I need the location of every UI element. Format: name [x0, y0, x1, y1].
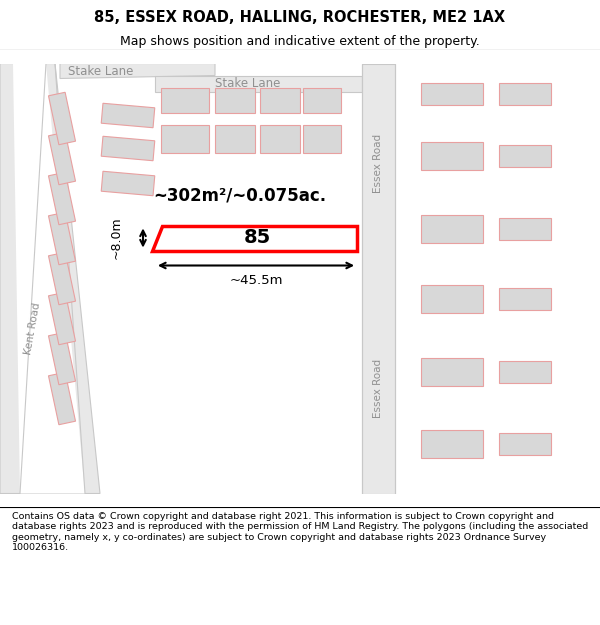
Polygon shape [49, 253, 76, 305]
Polygon shape [421, 357, 483, 386]
Polygon shape [49, 292, 76, 345]
Text: Kent Road: Kent Road [23, 302, 43, 355]
Polygon shape [303, 88, 341, 113]
Polygon shape [49, 173, 76, 225]
Text: Map shows position and indicative extent of the property.: Map shows position and indicative extent… [120, 35, 480, 48]
Polygon shape [499, 361, 551, 382]
Polygon shape [499, 432, 551, 454]
Text: Stake Lane: Stake Lane [215, 77, 281, 90]
Text: Contains OS data © Crown copyright and database right 2021. This information is : Contains OS data © Crown copyright and d… [12, 512, 588, 552]
Polygon shape [421, 284, 483, 312]
Polygon shape [260, 124, 300, 152]
Polygon shape [49, 372, 76, 425]
Text: 85, ESSEX ROAD, HALLING, ROCHESTER, ME2 1AX: 85, ESSEX ROAD, HALLING, ROCHESTER, ME2 … [94, 10, 506, 25]
Polygon shape [499, 144, 551, 166]
Polygon shape [260, 88, 300, 113]
Polygon shape [101, 103, 155, 127]
Polygon shape [49, 332, 76, 385]
Polygon shape [161, 88, 209, 113]
Polygon shape [421, 429, 483, 458]
Text: Essex Road: Essex Road [373, 134, 383, 193]
Polygon shape [152, 226, 357, 251]
Polygon shape [362, 64, 395, 494]
Polygon shape [0, 409, 65, 494]
Polygon shape [421, 82, 483, 104]
Polygon shape [0, 64, 100, 494]
Text: 85: 85 [244, 228, 271, 247]
Polygon shape [60, 64, 215, 79]
Text: ~8.0m: ~8.0m [110, 216, 122, 259]
Polygon shape [499, 217, 551, 239]
Polygon shape [101, 136, 155, 161]
Polygon shape [0, 64, 600, 494]
Polygon shape [499, 82, 551, 104]
Polygon shape [161, 124, 209, 152]
Polygon shape [499, 288, 551, 309]
Polygon shape [421, 141, 483, 169]
Polygon shape [13, 64, 85, 494]
Text: Stake Lane: Stake Lane [68, 65, 133, 78]
Polygon shape [49, 132, 76, 185]
Polygon shape [303, 124, 341, 152]
Polygon shape [215, 88, 255, 113]
Polygon shape [155, 76, 362, 91]
Polygon shape [49, 213, 76, 265]
Text: Essex Road: Essex Road [373, 359, 383, 418]
Polygon shape [101, 171, 155, 196]
Text: ~302m²/~0.075ac.: ~302m²/~0.075ac. [154, 186, 326, 204]
Polygon shape [215, 124, 255, 152]
Polygon shape [49, 92, 76, 145]
Text: ~45.5m: ~45.5m [229, 274, 283, 288]
Polygon shape [421, 214, 483, 243]
